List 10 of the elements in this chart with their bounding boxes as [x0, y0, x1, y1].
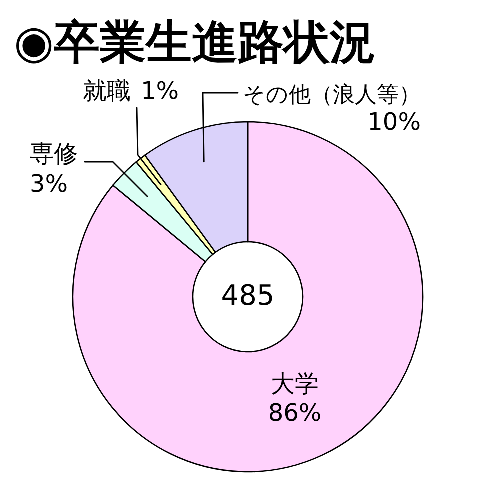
slice-label: 専修 [30, 140, 78, 168]
data-label: 1% [141, 77, 180, 105]
slice-label: 就職 [83, 77, 131, 105]
data-label: 86% [268, 399, 322, 427]
chart-title: ◉卒業生進路状況 [14, 15, 376, 69]
data-label: 3% [30, 170, 68, 198]
text: 485 [221, 279, 275, 312]
data-label: 10% [368, 108, 421, 136]
slice-label: 大学 [271, 370, 319, 398]
slice-label: その他（浪人等） [243, 83, 421, 108]
